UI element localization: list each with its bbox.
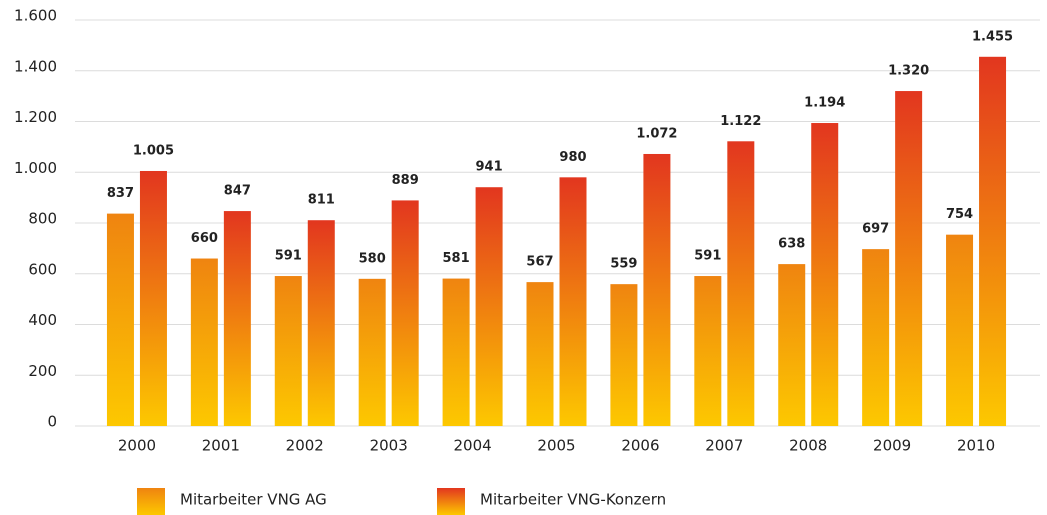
bar <box>979 56 1007 426</box>
x-tick-label: 2010 <box>957 437 995 455</box>
data-label: 1.072 <box>636 126 677 141</box>
data-label: 697 <box>862 222 889 237</box>
x-tick-label: 2006 <box>621 437 659 455</box>
data-label: 1.455 <box>972 29 1013 44</box>
legend-swatch <box>137 488 165 515</box>
y-tick-label: 800 <box>28 210 57 228</box>
bar <box>274 276 302 426</box>
x-tick-label: 2001 <box>202 437 240 455</box>
x-tick-label: 2004 <box>453 437 491 455</box>
bar <box>610 284 638 426</box>
data-label: 638 <box>778 237 805 252</box>
data-label: 837 <box>107 186 134 201</box>
legend-swatch <box>437 488 465 515</box>
bar <box>106 213 134 426</box>
bar <box>811 123 839 427</box>
data-label: 889 <box>392 173 419 188</box>
legend-label: Mitarbeiter VNG-Konzern <box>480 491 666 509</box>
y-tick-label: 200 <box>28 362 57 380</box>
bar <box>895 91 923 427</box>
x-tick-label: 2008 <box>789 437 827 455</box>
bar <box>307 220 335 426</box>
x-tick-label: 2000 <box>118 437 156 455</box>
data-label: 580 <box>359 251 386 266</box>
bar <box>223 211 251 426</box>
data-label: 847 <box>224 184 251 199</box>
data-label: 591 <box>275 249 302 264</box>
bar <box>694 276 722 426</box>
x-tick-label: 2007 <box>705 437 743 455</box>
x-tick-label: 2005 <box>537 437 575 455</box>
data-label: 660 <box>191 231 218 246</box>
bar <box>442 278 470 426</box>
bar <box>475 187 503 426</box>
y-tick-label: 0 <box>47 413 57 431</box>
legend-label: Mitarbeiter VNG AG <box>180 491 327 509</box>
x-tick-label: 2003 <box>370 437 408 455</box>
y-tick-label: 400 <box>28 311 57 329</box>
data-label: 567 <box>526 255 553 270</box>
data-label: 754 <box>946 207 973 222</box>
bar <box>862 249 890 426</box>
data-label: 1.320 <box>888 64 929 79</box>
bar <box>190 258 218 426</box>
data-label: 1.005 <box>133 143 174 158</box>
bar <box>727 141 755 427</box>
data-label: 1.194 <box>804 96 845 111</box>
bar <box>643 153 671 427</box>
data-label: 1.122 <box>720 114 761 129</box>
y-tick-label: 1.400 <box>14 57 57 75</box>
bar <box>526 282 554 426</box>
bar <box>946 234 974 426</box>
bar <box>358 278 386 426</box>
data-label: 581 <box>443 251 470 266</box>
bar <box>139 170 167 426</box>
x-tick-label: 2009 <box>873 437 911 455</box>
data-label: 559 <box>610 257 637 272</box>
y-tick-label: 1.200 <box>14 108 57 126</box>
data-label: 941 <box>476 160 503 175</box>
y-tick-label: 600 <box>28 260 57 278</box>
x-tick-label: 2002 <box>286 437 324 455</box>
bar <box>391 200 419 426</box>
bar <box>559 177 587 426</box>
y-tick-label: 1.600 <box>14 7 57 25</box>
data-label: 591 <box>694 249 721 264</box>
y-tick-label: 1.000 <box>14 159 57 177</box>
bar <box>778 264 806 426</box>
data-label: 811 <box>308 193 335 208</box>
data-label: 980 <box>559 150 586 165</box>
